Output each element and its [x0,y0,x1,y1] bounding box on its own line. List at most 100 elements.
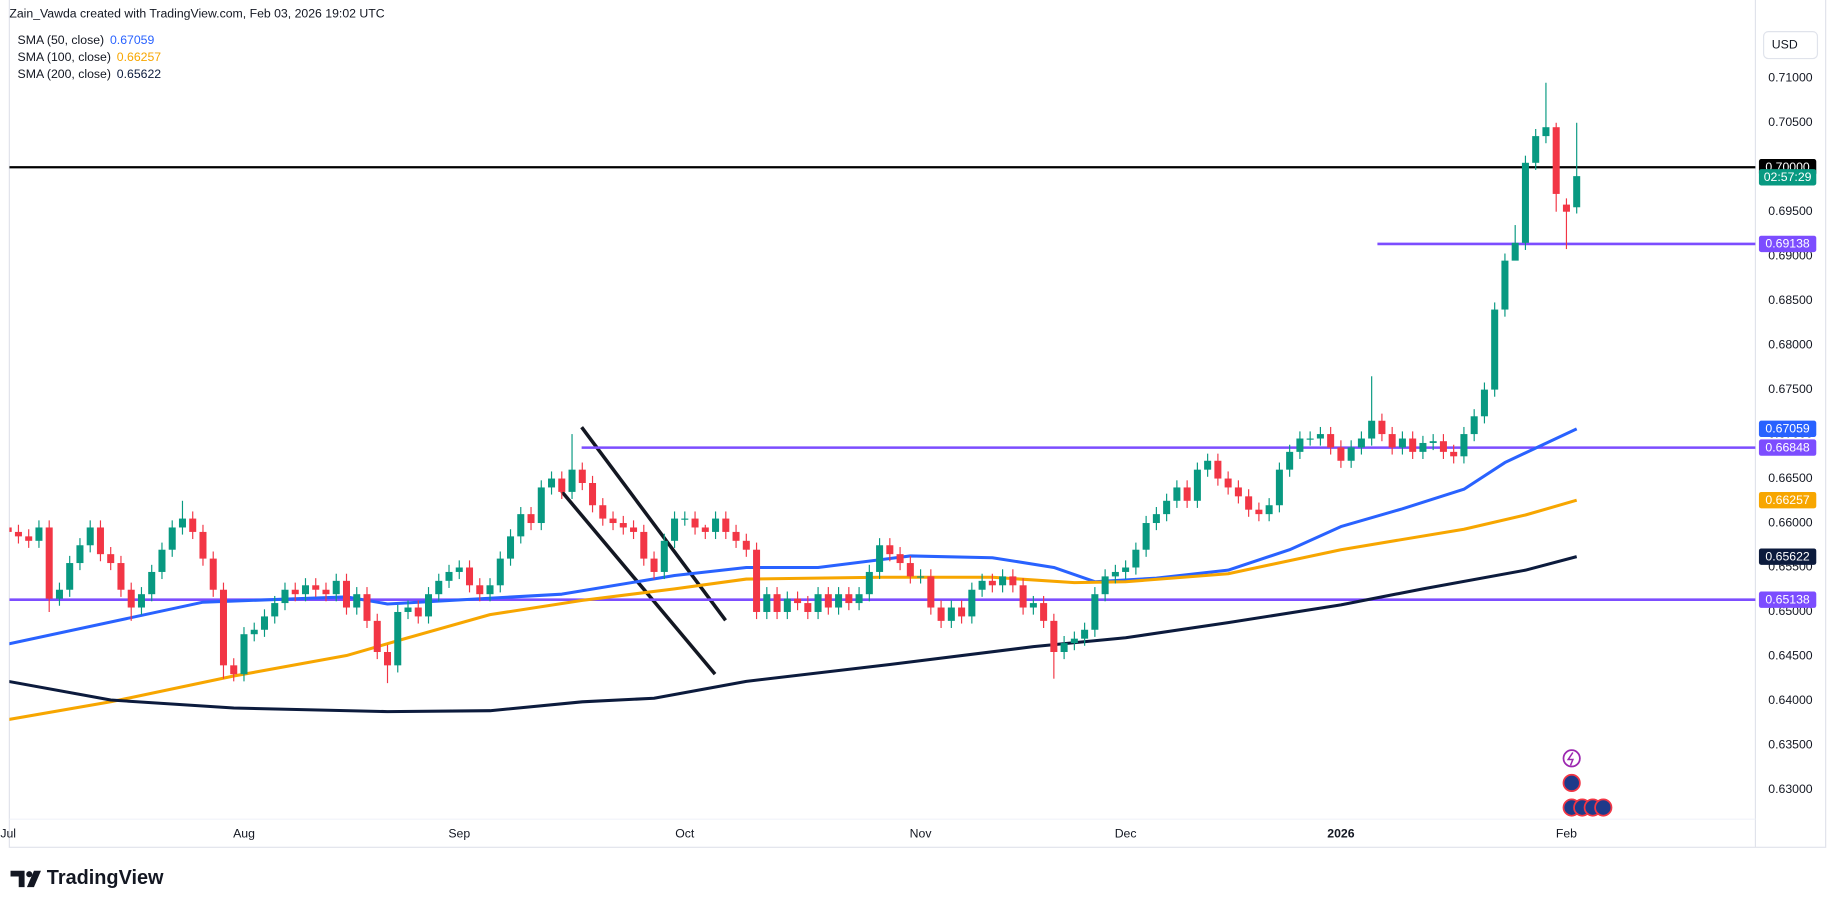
candle-body [1306,438,1314,440]
sma-price-label: 0.65622 [1765,549,1810,563]
candle-body [1009,576,1017,586]
candle-body [814,594,822,612]
x-tick-label: Jul [0,827,16,841]
x-tick-label: Feb [1556,827,1577,841]
candle-body [1347,447,1355,461]
candle-body [189,518,197,532]
candle-body [1081,629,1089,639]
y-tick-label: 0.67500 [1768,382,1813,396]
candle-body [1357,438,1365,448]
candle-body [394,611,402,666]
candle-body [958,607,966,617]
candle-body [507,536,515,559]
candle-body [1101,576,1109,595]
candle-body [1480,389,1488,417]
candle-body [414,607,422,617]
candle-body [1142,523,1150,550]
candle-body [219,589,227,666]
candle-body [86,527,94,546]
candle-body [1337,447,1345,461]
candle-body [1521,162,1529,243]
candle-body [1111,571,1119,577]
countdown-label: 02:57:29 [1764,170,1812,184]
candle-body [25,536,33,541]
candle-body [148,571,156,595]
currency-button[interactable] [1763,31,1819,60]
candle-body [312,585,320,590]
candle-body [917,576,925,578]
event-icon-glyph [1566,752,1574,766]
y-tick-label: 0.69500 [1768,204,1813,218]
level-label: 0.69138 [1765,237,1810,251]
candle-body [1573,176,1581,208]
candle-body [1316,434,1324,439]
candle-body [45,527,53,599]
x-tick-label: Aug [233,827,255,841]
candle-body [937,607,945,621]
candle-body [1122,567,1130,572]
candle-body [1439,441,1447,452]
candle-body [1286,451,1294,470]
candle-body [568,469,576,492]
currency-label[interactable]: USD [1772,37,1798,51]
sma-line [9,427,1578,646]
candle-body [1378,420,1386,435]
candle-body [927,576,935,608]
candle-body [896,554,904,564]
candle-body [486,585,494,595]
candle-body [845,594,853,604]
y-tick-label: 0.71000 [1768,71,1813,85]
candle-body [712,518,720,532]
candle-body [291,589,299,595]
candle-body [260,616,268,630]
sma-price-label: 0.67059 [1765,422,1810,436]
x-tick-label: Dec [1115,827,1137,841]
chart-frame [8,0,1827,848]
y-tick-label: 0.70500 [1768,115,1813,129]
y-tick-label: 0.68000 [1768,337,1813,351]
candle-body [681,518,689,520]
candle-body [876,545,884,572]
candle-body [988,580,996,586]
candle-body [691,518,699,528]
candle-body [1327,434,1335,448]
candle-body [660,540,668,572]
candle-body [1193,469,1201,501]
candle-body [445,571,453,581]
x-tick-label: 2026 [1327,827,1354,841]
candle-body [517,514,525,537]
candle-body [1460,434,1468,457]
logo-mark [26,870,41,888]
candle-body [732,531,740,541]
candle-body [1429,441,1437,443]
x-tick-label: Nov [910,827,933,841]
x-tick-label: Sep [448,827,470,841]
candle-body [1388,434,1396,448]
candle-body [1368,420,1376,439]
candle-body [619,523,627,528]
candle-body [271,603,279,617]
candle-body [250,629,258,635]
trend-line [580,426,727,622]
candle-body [1091,594,1099,630]
credit: Zain_Vawda created with TradingView.com,… [9,6,384,20]
y-tick-label: 0.66000 [1768,515,1813,529]
candle-body [363,594,371,621]
candle-body [527,514,535,524]
legend-value: 0.66257 [117,50,162,64]
sma-price-label: 0.66257 [1765,493,1810,507]
sma-price-label-bg [1758,420,1817,438]
candle-body [322,589,330,595]
level-label-bg [1758,439,1817,456]
candle-body [578,469,586,484]
candle-body [1152,514,1160,524]
level-label-bg [1758,235,1817,253]
candle-body [999,576,1007,586]
candle-body [178,518,186,528]
candle-body [476,585,484,595]
candle-body [1214,460,1222,479]
candle-body [466,567,474,586]
candle-body [1070,638,1078,644]
candle-body [1234,487,1242,497]
